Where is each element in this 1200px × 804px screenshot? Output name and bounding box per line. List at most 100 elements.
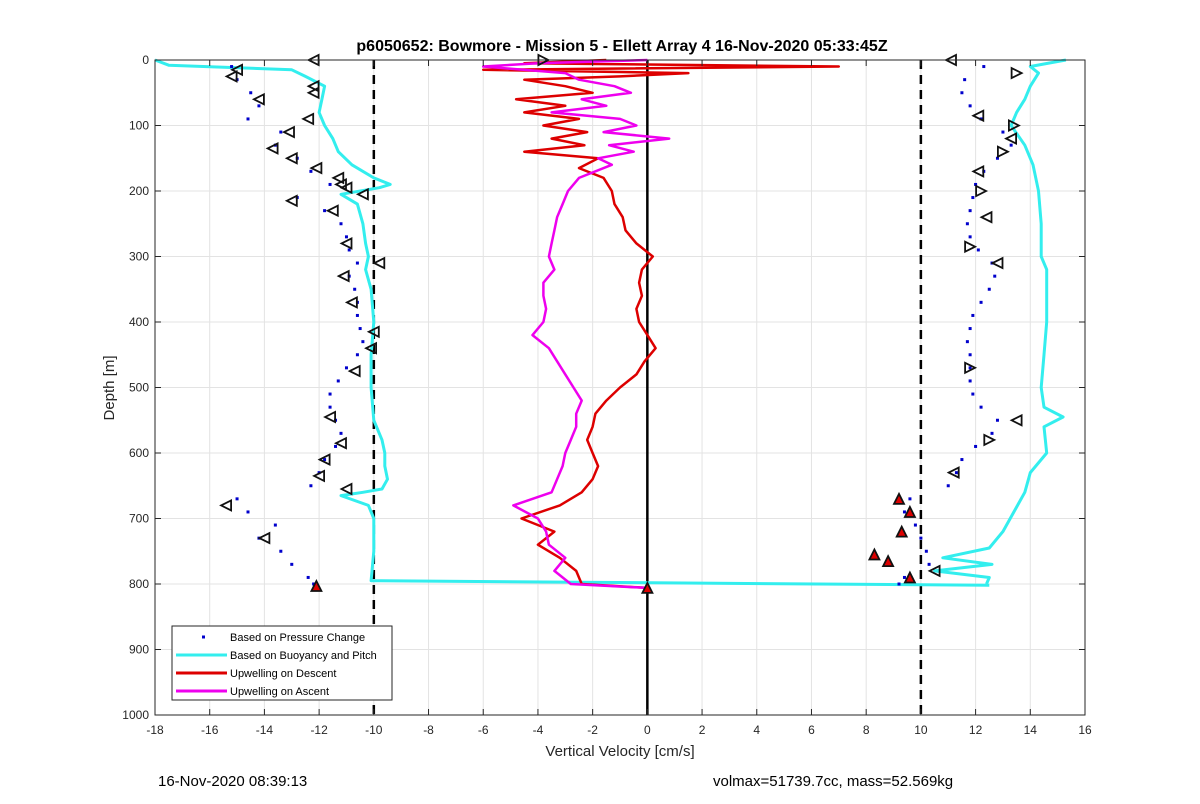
ascent-triangle-marker	[997, 145, 1010, 159]
pressure-descent-point	[347, 248, 351, 252]
pressure-ascent-point	[954, 471, 958, 475]
pressure-descent-point	[249, 91, 253, 95]
pressure-ascent-point	[968, 366, 972, 370]
pressure-descent-point	[339, 222, 343, 226]
ascent-triangle-marker	[1008, 119, 1021, 132]
pressure-descent-point	[355, 353, 359, 357]
footer-volume-mass: volmax=51739.7cc, mass=52.569kg	[713, 773, 954, 790]
pressure-descent-point	[279, 130, 283, 134]
pressure-ascent-point	[995, 418, 999, 422]
descent-triangle-marker	[372, 256, 386, 270]
x-tick-label: 6	[808, 723, 815, 737]
ascent-triangle-marker	[927, 564, 941, 578]
pressure-descent-point	[323, 209, 327, 213]
pressure-ascent-point	[968, 327, 972, 331]
pressure-ascent-point	[974, 444, 978, 448]
ascent-triangle-marker	[964, 361, 978, 375]
descent-triangle-marker	[347, 364, 361, 378]
pressure-ascent-point	[968, 235, 972, 239]
pressure-ascent-point	[902, 575, 906, 579]
y-tick-label: 1000	[122, 708, 149, 722]
x-tick-label: 14	[1024, 723, 1038, 737]
pressure-ascent-point	[965, 340, 969, 344]
pressure-ascent-point	[971, 313, 975, 317]
ascent-triangle-marker	[892, 491, 906, 505]
pressure-ascent-point	[960, 458, 964, 462]
x-tick-label: 10	[914, 723, 928, 737]
pressure-descent-point	[328, 405, 332, 409]
pressure-ascent-point	[968, 104, 972, 108]
pressure-descent-point	[312, 582, 316, 586]
ascent-triangle-marker	[1010, 66, 1024, 80]
upwelling-ascent-line	[481, 58, 671, 590]
pressure-descent-point	[235, 497, 239, 501]
descent-triangle-marker	[251, 92, 265, 106]
pressure-ascent-point	[968, 353, 972, 357]
descent-triangle-marker	[336, 269, 350, 283]
pressure-ascent-point	[979, 405, 983, 409]
pressure-ascent-point	[927, 562, 931, 566]
legend-entry-label: Upwelling on Descent	[230, 668, 336, 680]
pressure-ascent-point	[968, 209, 972, 213]
pressure-descent-point	[257, 104, 261, 108]
ascent-triangle-marker	[1004, 132, 1017, 146]
pressure-descent-point	[353, 287, 357, 291]
pressure-ascent-point	[1001, 130, 1005, 134]
pressure-ascent-point	[913, 523, 917, 527]
descent-triangle-marker	[224, 69, 238, 83]
ascent-triangle-marker	[990, 256, 1004, 270]
x-tick-label: -16	[201, 723, 219, 737]
ascent-triangle-marker	[975, 184, 989, 198]
zero-triangle-marker	[640, 580, 654, 594]
descent-triangle-marker	[257, 531, 271, 545]
ascent-triangle-marker	[903, 504, 917, 518]
descent-triangle-marker	[312, 469, 326, 483]
pressure-ascent-point	[919, 536, 923, 540]
pressure-descent-point	[328, 182, 332, 186]
y-tick-label: 800	[129, 577, 149, 591]
x-tick-label: -12	[310, 723, 328, 737]
legend-entry-label: Upwelling on Ascent	[230, 686, 329, 698]
pressure-ascent-point	[908, 497, 912, 501]
descent-triangle-marker	[301, 112, 315, 126]
pressure-descent-point	[344, 366, 348, 370]
pressure-descent-point	[230, 65, 234, 69]
pressure-ascent-point	[995, 156, 999, 160]
pressure-descent-point	[334, 444, 338, 448]
reference-lines	[372, 60, 923, 715]
pressure-descent-point	[344, 235, 348, 239]
x-tick-label: 16	[1078, 723, 1092, 737]
pressure-descent-point	[355, 261, 359, 265]
pressure-ascent-point	[974, 182, 978, 186]
x-tick-label: -14	[256, 723, 274, 737]
buoyancy-ascent-line	[933, 58, 1067, 585]
pressure-ascent-point	[971, 196, 975, 200]
descent-triangle-marker	[265, 141, 279, 155]
marker-layer	[219, 53, 1024, 594]
x-tick-label: 4	[753, 723, 760, 737]
y-tick-label: 500	[129, 381, 149, 395]
pressure-descent-point	[273, 523, 277, 527]
y-tick-label: 400	[129, 315, 149, 329]
pressure-descent-point	[309, 484, 313, 488]
descent-triangle-marker	[366, 325, 380, 339]
y-tick-label: 200	[129, 184, 149, 198]
tick-labels: -18 -16 -14 -12 -10 -8 -6 -4 -2 0 2 4 6 8 10 12 14 16 0 100…	[122, 53, 1092, 737]
chart-title: p6050652: Bowmore - Mission 5 - Ellett A…	[356, 38, 887, 55]
ascent-triangle-marker	[971, 164, 985, 178]
descent-triangle-marker	[309, 578, 323, 592]
x-tick-label: -18	[146, 723, 164, 737]
y-tick-label: 900	[129, 643, 149, 657]
pressure-ascent-point	[979, 300, 983, 304]
x-tick-label: 12	[969, 723, 983, 737]
legend-box	[171, 625, 393, 701]
pressure-ascent-point	[946, 484, 950, 488]
footer-timestamp: 16-Nov-2020 08:39:13	[158, 773, 308, 790]
descent-triangle-marker	[309, 161, 323, 175]
descent-triangle-marker	[281, 125, 295, 139]
x-tick-label: -10	[365, 723, 383, 737]
x-tick-label: -6	[478, 723, 489, 737]
pressure-ascent-point	[965, 222, 969, 226]
ascent-triangle-marker	[983, 433, 997, 447]
